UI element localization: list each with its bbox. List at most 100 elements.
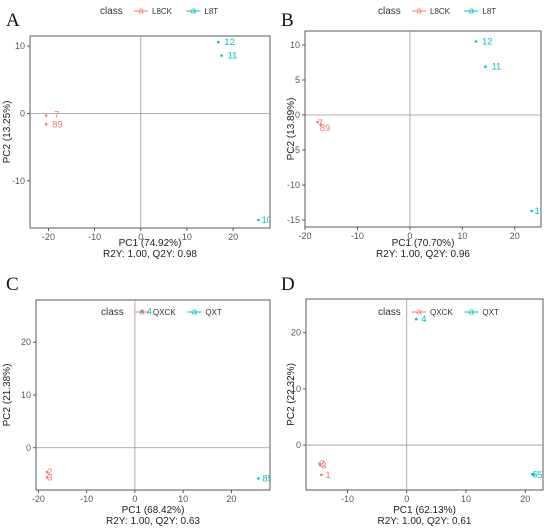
data-point-1: 1	[320, 470, 331, 481]
data-point-marker	[474, 40, 478, 43]
model-stats: R2Y: 1.00, Q2Y: 0.63	[106, 516, 200, 527]
legend-key-glyph: a	[416, 307, 422, 318]
data-point-10: 10	[257, 215, 270, 226]
data-point-marker	[45, 476, 49, 479]
legend-key-glyph: a	[469, 6, 475, 17]
data-point-11: 11	[484, 62, 501, 73]
legend-key-1: a	[464, 6, 479, 17]
data-point-label: 2	[320, 459, 325, 470]
y-tick-label: -5	[292, 145, 300, 155]
data-point-label: 4	[421, 314, 426, 325]
y-axis-title: PC2 (13.25%)	[2, 101, 13, 164]
legend: class a L8CK a L8T	[100, 6, 218, 18]
data-point-marker	[414, 317, 418, 321]
data-point-marker	[530, 209, 533, 213]
data-point-marker	[44, 114, 48, 117]
data-point-label: 85	[262, 473, 273, 484]
data-point-marker	[220, 54, 223, 57]
data-point-89: 89	[319, 123, 330, 134]
data-point-label: 7	[318, 118, 323, 129]
data-point-4: 4	[140, 307, 152, 318]
data-point-label: 1	[325, 470, 330, 481]
data-point-4: 4	[414, 314, 427, 325]
x-tick-label: 0	[132, 494, 137, 504]
y-tick-label: 20	[291, 328, 301, 338]
legend-key-1: a	[187, 307, 202, 318]
legend-label: L8T	[482, 7, 496, 16]
data-point-2: 2	[45, 467, 52, 478]
data-point-label: 2	[47, 467, 52, 478]
y-axis-title: PC2 (13.89%)	[286, 98, 297, 161]
data-point-marker	[316, 120, 319, 124]
panel-letter: D	[281, 274, 295, 295]
data-point-marker	[532, 473, 536, 477]
data-point-label: 11	[491, 62, 501, 73]
data-point-85: 85	[257, 473, 273, 484]
legend-title: class	[101, 307, 124, 318]
legend-key-glyph: a	[469, 307, 475, 318]
legend-key-glyph: a	[192, 307, 198, 318]
data-point-label: 3	[47, 472, 52, 483]
x-tick-label: 10	[457, 231, 467, 241]
data-layer: 789 12 11 10	[316, 37, 546, 217]
y-tick-label: 10	[21, 390, 31, 400]
y-tick-label: 10	[290, 40, 300, 50]
data-point-7: 7	[44, 109, 59, 120]
data-point-label: 7	[54, 109, 59, 120]
data-point-12: 12	[474, 37, 493, 48]
data-point-marker	[318, 463, 322, 467]
y-axis-title: PC2 (22.32%)	[286, 363, 297, 426]
legend-label: QXT	[482, 308, 499, 317]
legend-key-glyph: a	[138, 6, 144, 17]
x-axis-title: PC1 (70.70%)	[392, 238, 455, 249]
plot-frame	[305, 298, 544, 491]
data-point-label: 3	[321, 460, 326, 471]
y-tick-label: -15	[287, 215, 300, 225]
data-point-label: 11	[228, 51, 238, 62]
legend-title: class	[100, 6, 123, 17]
legend-key-0: a	[412, 307, 426, 318]
x-tick-label: -10	[351, 231, 364, 241]
legend: class a L8CK a L8T	[378, 6, 496, 18]
y-tick-label: -10	[287, 180, 300, 190]
x-tick-label: -10	[88, 232, 101, 242]
data-layer: 789 12 11 10	[44, 37, 270, 226]
y-tick-label: 0	[295, 110, 300, 120]
x-tick-label: 0	[138, 232, 143, 242]
x-tick-label: 0	[404, 494, 409, 504]
data-point-3: 3	[318, 460, 327, 471]
legend-key-0: a	[412, 6, 426, 17]
x-tick-label: -10	[80, 494, 93, 504]
x-axis-title: PC1 (68.42%)	[122, 505, 185, 516]
model-stats: R2Y: 1.00, Q2Y: 0.96	[376, 249, 470, 260]
y-tick-label: -10	[12, 176, 25, 186]
data-point-label: 10	[535, 206, 546, 217]
plot-frame	[35, 299, 271, 491]
x-tick-label: 10	[182, 232, 192, 242]
y-tick-label: 20	[21, 337, 31, 347]
x-tick-label: -10	[341, 494, 354, 504]
data-point-marker	[257, 218, 260, 222]
x-tick-label: 20	[226, 494, 236, 504]
legend-key-1: a	[464, 307, 479, 318]
x-tick-label: 20	[520, 494, 530, 504]
x-axis-title: PC1 (74.92%)	[119, 238, 182, 249]
data-point-marker	[45, 470, 49, 474]
x-tick-label: 10	[461, 494, 471, 504]
data-point-marker	[484, 65, 487, 68]
data-point-marker	[140, 310, 143, 313]
x-axis-title: PC1 (62.13%)	[393, 505, 456, 516]
x-tick-label: 20	[510, 231, 520, 241]
x-tick-label: -20	[32, 494, 45, 504]
plot-frame	[304, 30, 542, 228]
y-tick-label: 10	[15, 41, 25, 51]
data-point-10: 10	[530, 206, 546, 217]
data-point-3: 3	[45, 472, 52, 483]
data-point-11: 11	[220, 51, 237, 62]
data-point-label: 5	[537, 470, 542, 481]
legend-label: QXCK	[430, 308, 453, 317]
